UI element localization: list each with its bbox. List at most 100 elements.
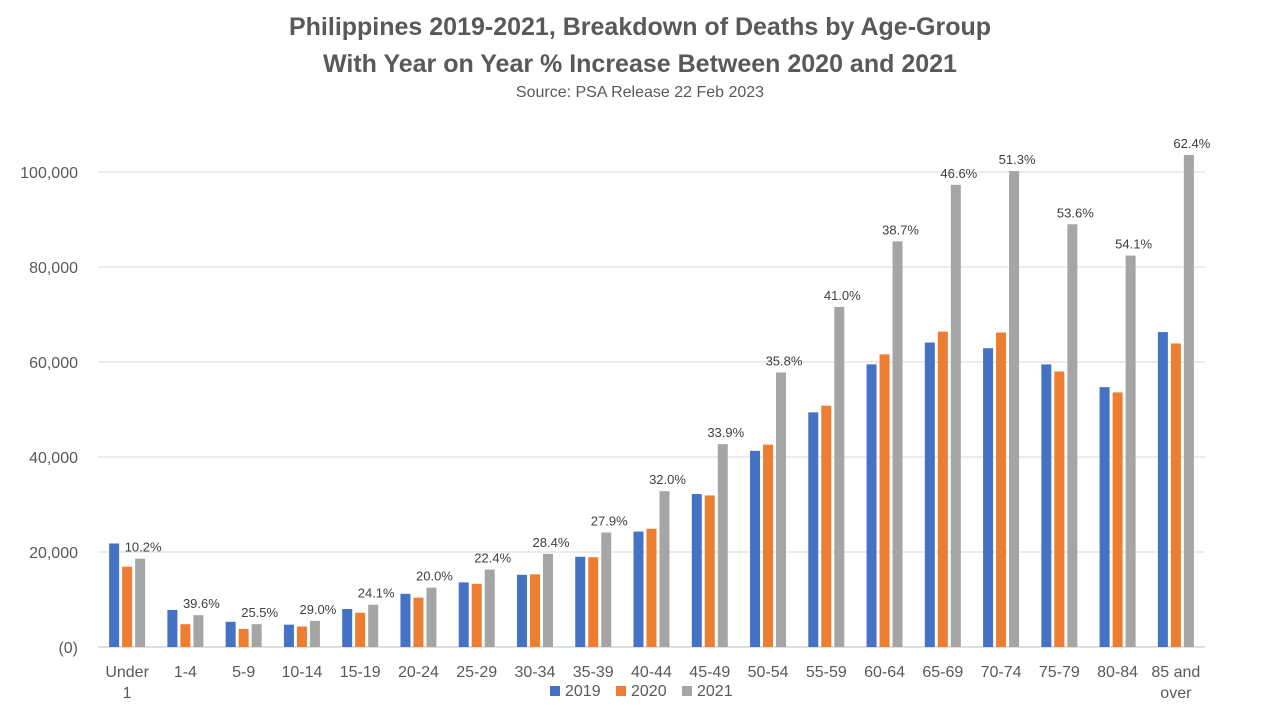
x-tick-label: over [1160, 685, 1192, 702]
bar-2020-45-49 [704, 495, 715, 647]
data-label: 46.6% [940, 166, 977, 181]
bar-2021-35-39 [601, 532, 612, 647]
bar-2019-45-49 [691, 494, 702, 647]
bar-2021-65-69 [950, 184, 961, 647]
bar-2021-80-84 [1125, 255, 1136, 647]
bar-2019-75-79 [1041, 364, 1052, 647]
bar-2019-70-74 [983, 348, 994, 647]
x-tick-label: 20-24 [398, 664, 439, 681]
bar-2020-80-84 [1112, 392, 1123, 647]
x-tick-label: 85 and [1151, 664, 1200, 681]
bar-2020-65-69 [937, 331, 948, 647]
bar-2021-85-and-over [1183, 154, 1194, 647]
x-tick-label: 1 [123, 685, 132, 702]
data-label: 53.6% [1057, 205, 1094, 220]
data-label: 10.2% [125, 540, 162, 555]
bar-2019-1-4 [167, 609, 178, 647]
bar-2019-30-34 [516, 574, 527, 647]
bar-2020-70-74 [996, 332, 1007, 647]
legend-swatch-2020 [616, 686, 626, 696]
bar-2021-15-19 [368, 604, 379, 647]
bar-2019-20-24 [400, 593, 411, 647]
bar-2021-75-79 [1067, 224, 1078, 647]
data-label: 22.4% [474, 551, 511, 566]
bar-2020-25-29 [471, 583, 482, 647]
data-label: 32.0% [649, 472, 686, 487]
data-label: 51.3% [999, 152, 1036, 167]
data-label: 24.1% [358, 586, 395, 601]
x-tick-label: 5-9 [232, 664, 255, 681]
x-tick-label: 45-49 [689, 664, 730, 681]
bar-2019-65-69 [924, 342, 935, 647]
bar-2020-75-79 [1054, 371, 1065, 647]
bar-2021-5-9 [251, 624, 262, 647]
bar-2021-70-74 [1009, 171, 1020, 648]
bar-2021-25-29 [484, 569, 495, 647]
legend-label-2021: 2021 [697, 683, 733, 700]
data-label: 39.6% [183, 596, 220, 611]
chart-source: Source: PSA Release 22 Feb 2023 [515, 84, 765, 101]
data-label: 29.0% [299, 602, 336, 617]
bar-2019-25-29 [458, 582, 469, 647]
data-label: 41.0% [824, 288, 861, 303]
bar-2020-1-4 [180, 624, 191, 647]
bar-2021-20-24 [426, 587, 437, 647]
bar-2021-45-49 [717, 444, 728, 647]
legend-swatch-2019 [550, 686, 560, 696]
y-tick-label: 100,000 [20, 165, 78, 182]
legend-label-2019: 2019 [565, 683, 601, 700]
x-tick-label: 15-19 [340, 664, 381, 681]
x-tick-label: 30-34 [515, 664, 556, 681]
x-tick-label: 60-64 [864, 664, 905, 681]
x-tick-label: 70-74 [981, 664, 1022, 681]
data-label: 38.7% [882, 222, 919, 237]
bar-2020-35-39 [588, 557, 599, 647]
bar-2020-20-24 [413, 597, 424, 647]
data-label: 20.0% [416, 569, 453, 584]
bar-2020-40-44 [646, 528, 657, 647]
bar-2019-80-84 [1099, 387, 1110, 647]
bar-2019-40-44 [633, 531, 644, 647]
x-tick-label: 75-79 [1039, 664, 1080, 681]
bar-2020-30-34 [529, 574, 540, 647]
x-tick-label: 50-54 [748, 664, 789, 681]
bar-2021-40-44 [659, 491, 670, 647]
bar-2019-85-and-over [1157, 332, 1168, 647]
bar-2019-60-64 [866, 364, 877, 647]
data-label: 33.9% [707, 425, 744, 440]
bar-2021-30-34 [542, 553, 553, 647]
bar-2019-35-39 [575, 556, 586, 647]
data-label: 35.8% [766, 353, 803, 368]
x-tick-label: Under [105, 664, 149, 681]
chart-subtitle: With Year on Year % Increase Between 202… [323, 50, 957, 78]
bar-2020-50-54 [763, 444, 774, 647]
data-label: 27.9% [591, 514, 628, 529]
data-label: 54.1% [1115, 237, 1152, 252]
bar-2020-10-14 [296, 626, 307, 647]
bar-2019-50-54 [750, 450, 761, 647]
y-tick-label: 80,000 [29, 260, 78, 277]
bar-2020-15-19 [355, 612, 366, 647]
bar-2021-Under-1 [135, 558, 146, 647]
legend-swatch-2021 [682, 686, 692, 696]
legend-label-2020: 2020 [631, 683, 667, 700]
bar-2020-60-64 [879, 354, 890, 647]
x-tick-label: 65-69 [922, 664, 963, 681]
x-tick-label: 10-14 [281, 664, 322, 681]
x-tick-label: 35-39 [573, 664, 614, 681]
y-tick-label: 20,000 [29, 545, 78, 562]
bar-2019-Under-1 [109, 543, 120, 647]
bar-2019-5-9 [225, 621, 236, 647]
bar-2021-60-64 [892, 241, 903, 647]
y-tick-label: 40,000 [29, 450, 78, 467]
bar-2020-5-9 [238, 628, 249, 647]
data-label: 62.4% [1173, 136, 1210, 151]
chart-title: Philippines 2019-2021, Breakdown of Deat… [288, 13, 992, 41]
bar-2021-55-59 [834, 306, 845, 647]
bar-2021-10-14 [309, 620, 320, 647]
bar-2021-50-54 [776, 372, 787, 647]
y-tick-label: (0) [58, 640, 78, 657]
bar-2019-15-19 [342, 609, 353, 647]
data-label: 28.4% [533, 535, 570, 550]
